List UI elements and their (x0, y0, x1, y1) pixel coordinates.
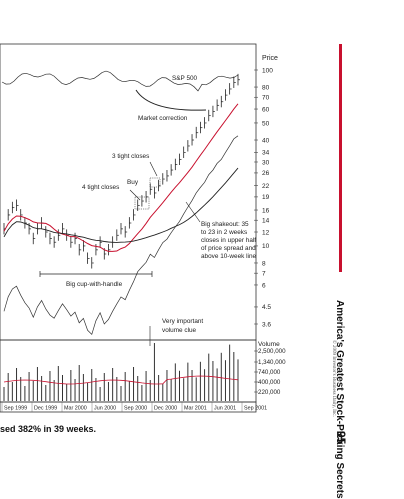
annotation-text: S&P 500 (172, 75, 198, 82)
market-correction-arc (135, 89, 207, 111)
volume-tick-label: 1,340,000 (258, 359, 286, 366)
shakeout-leader (185, 201, 201, 223)
price-tick-label: 40 (262, 137, 270, 144)
price-tick-label: 19 (262, 194, 270, 201)
four-tight-leader (129, 189, 141, 201)
relative-strength-line (3, 135, 239, 336)
price-tick-label: 50 (262, 120, 270, 127)
price-tick-label: 30 (262, 159, 270, 166)
price-tick-label: 6 (262, 282, 266, 289)
ten-week-average-line (3, 103, 239, 252)
x-tick-label: Mar 2000 (64, 406, 87, 412)
annotation-text: of price spread and (201, 245, 256, 252)
annotation-text: Big shakeout: 35 (201, 221, 249, 228)
four-tight-box (134, 196, 150, 210)
volume-tick-label: 2,500,000 (258, 348, 286, 355)
price-axis-ticks: 100 80 70 60 50 40 34 30 26 22 19 16 14 12 10 8 7 6 4.5 3.6 (254, 67, 273, 328)
annotation-text: 3 tight closes (112, 153, 149, 160)
figure-caption: sed 382% in 39 weeks. (0, 424, 97, 434)
price-tick-label: 100 (262, 67, 273, 74)
x-tick-label: Jun 2000 (94, 406, 116, 412)
volume-axis-title: Volume (258, 341, 280, 348)
annotation-text: Market correction (138, 115, 188, 122)
annotation-text: closes in upper half (201, 237, 256, 244)
x-tick-label: Dec 1999 (34, 406, 57, 412)
sp500-series-line (1, 70, 239, 92)
x-tick-label: Dec 2000 (154, 406, 177, 412)
volume-bars (3, 343, 239, 401)
price-tick-label: 34 (262, 150, 270, 157)
annotation-text: above 10-week line (201, 253, 257, 260)
volume-tick-label: 400,000 (258, 379, 281, 386)
x-tick-label: Sep 2000 (124, 406, 147, 412)
price-tick-label: 22 (262, 183, 270, 190)
price-tick-label: 7 (262, 270, 266, 277)
stock-chart: Price 100 80 70 60 50 40 34 30 26 22 19 16 14 12 10 8 7 6… (0, 43, 286, 413)
volume-tick-label: 220,000 (258, 389, 281, 396)
price-axis-title: Price (262, 55, 278, 62)
annotation-text: 4 tight closes (82, 184, 119, 191)
price-tick-label: 60 (262, 106, 270, 113)
volume-tick-label: 740,000 (258, 369, 281, 376)
annotation-text: Very important (162, 318, 203, 325)
x-tick-label: Sep 1999 (4, 406, 27, 412)
moving-average-lines (3, 103, 239, 336)
annotation-text: Big cup-with-handle (66, 281, 123, 288)
annotation-text: to 23 in 2 weeks (201, 229, 247, 236)
volume-average-line (3, 375, 239, 385)
sp500-line (1, 70, 239, 92)
tight-closes-leader (149, 161, 158, 177)
price-tick-label: 12 (262, 229, 270, 236)
annotation-text: Buy (127, 179, 139, 186)
price-tick-label: 4.5 (262, 304, 271, 311)
price-tick-label: 10 (262, 243, 270, 250)
price-tick-label: 14 (262, 218, 270, 225)
x-tick-label: Jun 2001 (214, 406, 236, 412)
three-tight-box (149, 177, 161, 188)
x-tick-label: Sep 2001 (244, 406, 267, 412)
price-tick-label: 80 (262, 84, 270, 91)
x-tick-label: Mar 2001 (184, 406, 207, 412)
price-tick-label: 8 (262, 260, 266, 267)
price-tick-label: 3.6 (262, 321, 271, 328)
copyright-notice: © 2009 Investor's Business Daily, Inc. (331, 340, 336, 417)
volume-axis-ticks: 2,500,000 1,340,000 740,000 400,000 220,000 (254, 348, 286, 396)
annotations: S&P 500 Market correction 3 tight closes Bu… (39, 75, 257, 346)
x-axis-strip (0, 401, 257, 413)
price-tick-label: 70 (262, 95, 270, 102)
page-number: 95 (334, 431, 348, 445)
price-tick-label: 26 (262, 170, 270, 177)
price-pane: Price (0, 43, 278, 341)
chapter-marker-bar (339, 44, 342, 272)
price-tick-label: 16 (262, 207, 270, 214)
forty-week-average-line (3, 167, 239, 243)
x-axis: Sep 1999 Dec 1999 Mar 2000 Jun 2000 Sep 2000… (0, 401, 267, 413)
annotation-text: volume clue (162, 327, 197, 334)
